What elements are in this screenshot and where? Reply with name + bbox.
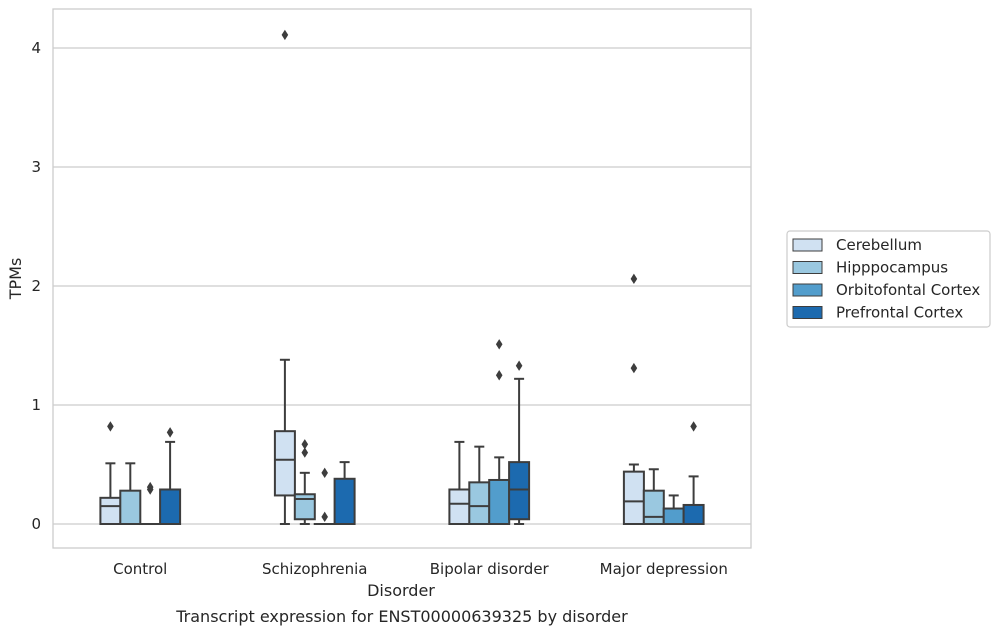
box-0-1 [273,29,296,525]
y-tick-label: 1 [31,396,41,414]
box-body [159,488,182,525]
box-2-1 [313,467,336,526]
box-1-3 [642,468,665,525]
grid-layer [53,47,751,525]
legend-label: Hipppocampus [836,259,948,277]
box-body [508,461,531,521]
outlier-point [321,467,328,479]
box-body [682,503,705,525]
chart-caption: Transcript expression for ENST0000063932… [175,607,628,626]
box-body [488,478,511,525]
outlier-point [321,511,328,523]
box-2-0 [139,481,162,526]
box-0-0 [99,421,122,526]
outlier-point [166,427,174,438]
legend-label: Prefrontal Cortex [836,304,963,322]
box-body [468,481,491,526]
plot-frame [52,8,752,549]
x-tick-label: Bipolar disorder [430,560,550,578]
outlier-point [146,481,154,493]
legend: Cerebellum Hipppocampus Orbitofontal Corte… [786,230,991,328]
x-tick-label: Major depression [600,560,728,578]
y-tick-label: 4 [31,39,41,57]
box-body [333,477,356,525]
box-body [448,488,471,525]
legend-frame [786,230,991,328]
outlier-point [495,339,503,350]
x-tick-label: Schizophrenia [262,560,367,578]
legend-swatch [792,283,823,297]
box-3-0 [159,427,182,525]
tick-layer: 0 1 2 3 4 Control Schizophrenia Bipolar disorde… [31,39,727,578]
x-axis-title: Disorder [367,581,435,600]
outlier-point [107,421,114,432]
box-3-2 [508,360,531,525]
box-layer [99,29,705,526]
box-body [662,507,685,525]
box-0-2 [448,440,471,525]
box-3-3 [682,421,705,525]
outlier-point [690,421,697,432]
outlier-point [515,360,523,371]
outlier-point [301,439,309,450]
outlier-point [301,447,309,458]
box-body [273,430,296,497]
y-axis-title: TPMs [6,258,25,301]
box-body [293,493,316,521]
x-tick-label: Control [113,560,167,578]
legend-swatch [792,238,823,252]
outlier-point [281,29,289,41]
legend-label: Cerebellum [836,236,922,254]
box-body [99,496,122,526]
y-tick-label: 2 [31,277,41,295]
outlier-point [630,362,638,374]
y-tick-label: 3 [31,158,41,176]
box-1-2 [468,445,491,526]
legend-swatch [792,306,823,319]
outlier-point [630,273,638,285]
box-body [622,470,645,526]
box-3-1 [333,461,356,525]
outlier-point [495,370,503,381]
box-body [642,489,665,525]
box-0-3 [622,273,645,526]
box-1-0 [119,462,142,525]
legend-label: Orbitofontal Cortex [836,281,980,299]
legend-swatch [792,261,823,274]
box-2-2 [488,339,511,525]
box-body [119,489,142,525]
box-1-1 [293,439,316,525]
y-tick-label: 0 [31,515,41,533]
box-2-3 [662,494,685,525]
